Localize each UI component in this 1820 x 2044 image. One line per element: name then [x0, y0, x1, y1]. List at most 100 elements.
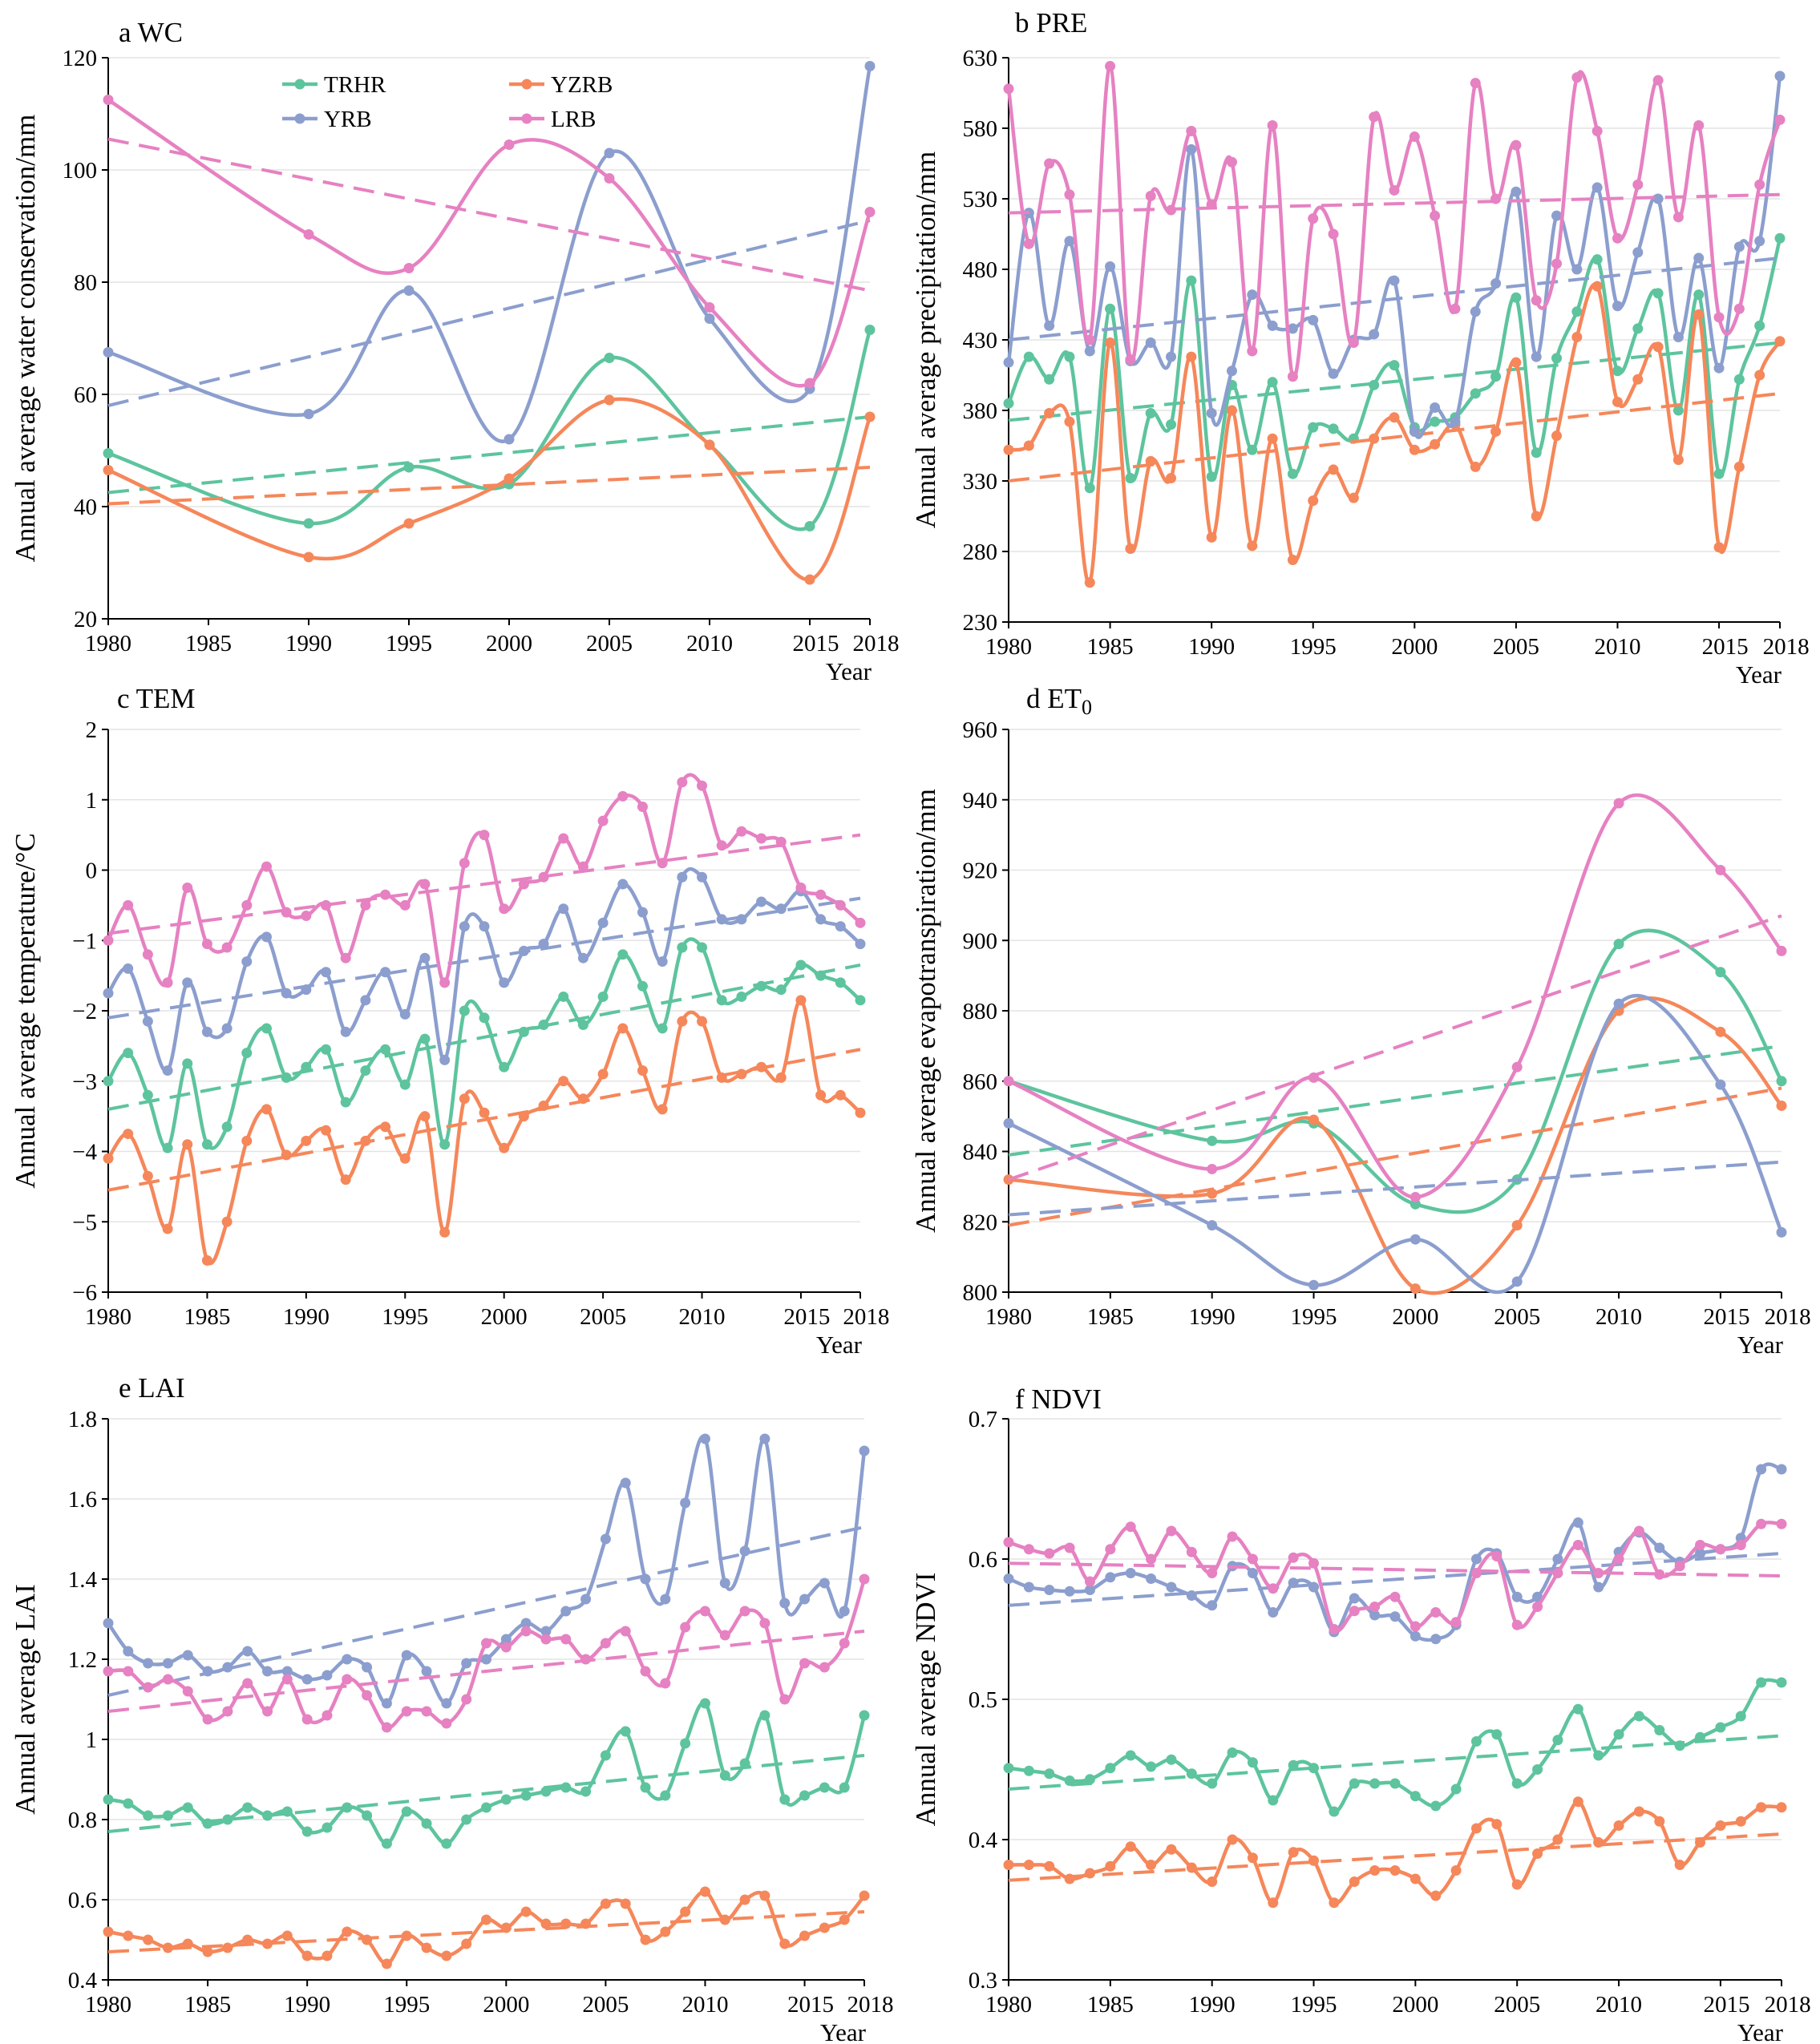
x-tick-label: 1980: [985, 634, 1032, 660]
data-point: [1227, 1747, 1238, 1758]
data-point: [103, 95, 114, 105]
trend-line: [107, 415, 871, 495]
data-point: [1125, 354, 1136, 366]
data-point: [1693, 289, 1705, 301]
series-yrb: [1003, 1462, 1787, 1645]
panel-c: −6 −5 −4 −3 −2 −1 0 1 2 1980 1985 1990 1995 2000 2005 2…: [10, 683, 889, 1359]
data-point: [1064, 1586, 1075, 1597]
data-point: [819, 1662, 830, 1673]
data-point: [479, 830, 490, 841]
data-point: [481, 1914, 491, 1925]
data-point: [1409, 1234, 1421, 1245]
data-point: [1369, 329, 1380, 340]
data-point: [241, 899, 253, 911]
data-point: [577, 1093, 588, 1105]
data-point: [1776, 1802, 1787, 1813]
data-point: [637, 1065, 648, 1077]
data-point: [1511, 1220, 1523, 1231]
data-point: [381, 1698, 392, 1709]
data-point: [1490, 426, 1502, 437]
x-axis-label: Year: [820, 2018, 867, 2044]
y-tick-label: 1.4: [68, 1567, 98, 1593]
data-point: [1591, 254, 1603, 265]
data-point: [1247, 540, 1258, 551]
trend-line: [107, 137, 871, 293]
data-point: [839, 1606, 850, 1617]
data-point: [1186, 143, 1197, 155]
x-tick-label: 1980: [85, 1304, 131, 1330]
data-point: [262, 1938, 273, 1949]
data-point: [1672, 405, 1684, 416]
data-point: [459, 1093, 470, 1105]
data-point: [461, 1658, 472, 1669]
data-point: [182, 1139, 193, 1150]
data-point: [1349, 1876, 1360, 1887]
data-point: [1733, 461, 1745, 472]
data-point: [756, 833, 767, 844]
data-point: [1003, 357, 1014, 368]
data-point: [1044, 374, 1055, 385]
data-point: [1206, 471, 1217, 483]
data-point: [1023, 440, 1034, 451]
data-point: [1430, 1634, 1442, 1645]
data-point: [1105, 1763, 1116, 1774]
data-point: [1591, 182, 1603, 193]
panel-a: 20 40 60 80 100 120 1980 1985 1990 1995 2000 2005 20…: [10, 17, 900, 685]
data-point: [719, 1770, 730, 1781]
data-point: [1430, 1607, 1442, 1618]
data-point: [362, 1810, 373, 1821]
trend-line: [107, 896, 861, 1020]
y-tick-label: 580: [963, 116, 998, 142]
data-point: [1713, 542, 1725, 553]
data-point: [1632, 374, 1644, 385]
trend-line: [107, 1754, 865, 1833]
data-point: [699, 1606, 710, 1617]
y-tick-label: 860: [963, 1069, 998, 1095]
data-point: [1064, 1873, 1075, 1884]
data-point: [1389, 360, 1400, 371]
data-point: [1084, 1868, 1095, 1879]
y-axis-label: Annual average LAI: [10, 1584, 41, 1815]
data-point: [321, 899, 332, 911]
data-point: [103, 1666, 114, 1677]
data-point: [815, 889, 827, 900]
data-point: [1003, 444, 1014, 455]
data-point: [403, 518, 415, 529]
data-point: [1044, 1860, 1055, 1872]
y-tick-label: 0.4: [969, 1828, 998, 1853]
data-point: [1044, 408, 1055, 419]
y-tick-label: 430: [963, 328, 998, 353]
data-point: [261, 931, 272, 943]
panel-f: 0.3 0.4 0.5 0.6 0.7 1980 1985 1990 1995 2000 2005 2…: [910, 1384, 1811, 2044]
data-point: [1084, 334, 1095, 345]
y-tick-label: 0.7: [969, 1407, 997, 1432]
data-point: [1105, 337, 1116, 349]
data-point: [1754, 236, 1765, 247]
data-point: [360, 995, 371, 1006]
data-point: [202, 1714, 213, 1725]
data-point: [1633, 1806, 1644, 1817]
trend-line: [107, 833, 861, 935]
data-point: [1105, 261, 1116, 272]
data-point: [804, 521, 815, 531]
y-tick-label: 20: [74, 607, 97, 632]
data-point: [1064, 1542, 1075, 1553]
data-point: [538, 1100, 549, 1111]
data-point: [1633, 1711, 1644, 1722]
data-point: [1713, 312, 1725, 323]
data-point: [1409, 1630, 1421, 1642]
data-point: [1409, 1283, 1421, 1295]
data-point: [439, 1139, 451, 1150]
series-line: [106, 773, 863, 988]
data-point: [716, 840, 727, 851]
data-point: [597, 1068, 609, 1080]
data-point: [1532, 1764, 1543, 1775]
data-point: [1207, 1568, 1218, 1578]
data-point: [640, 1666, 651, 1677]
data-point: [360, 1065, 371, 1077]
y-tick-label: 880: [963, 999, 998, 1024]
data-point: [1369, 433, 1380, 444]
data-point: [401, 1650, 412, 1661]
data-point: [580, 1594, 592, 1605]
